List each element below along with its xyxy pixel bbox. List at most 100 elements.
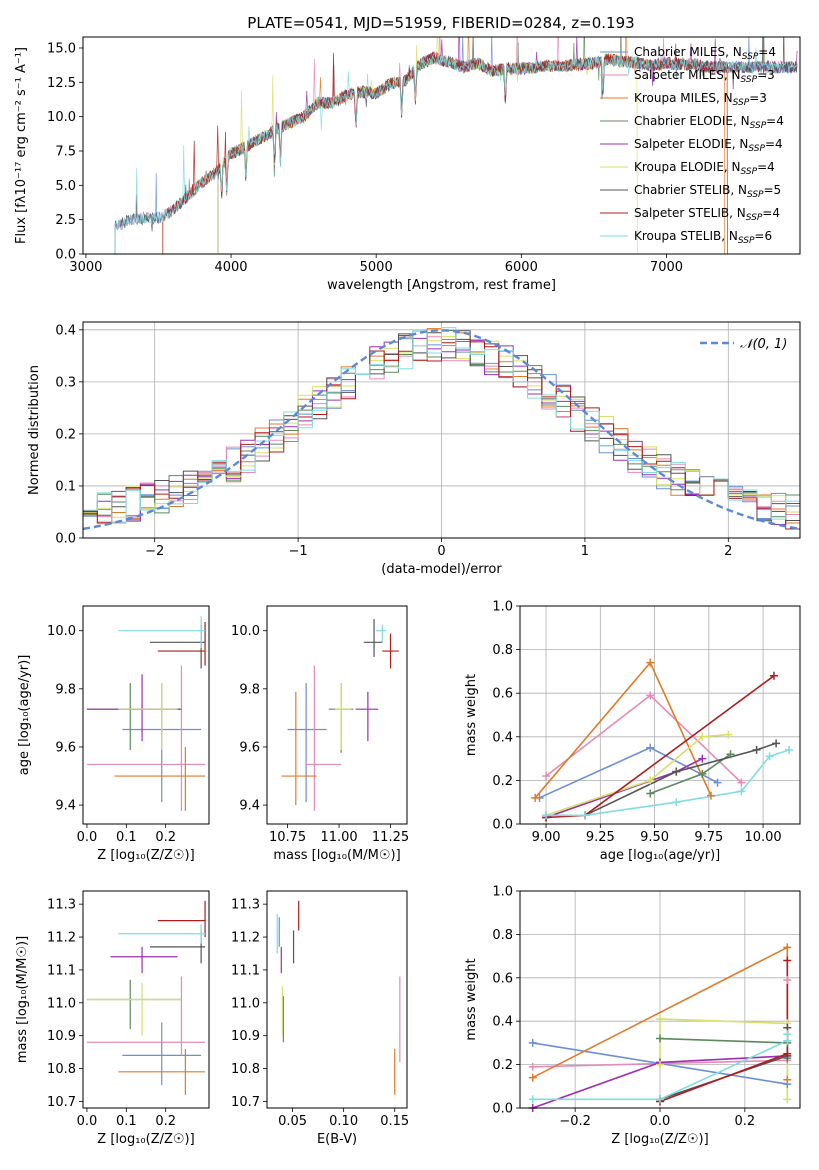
legend-label: Chabrier STELIB, NSSP=5 <box>634 183 781 200</box>
y-tick-label: 9.8 <box>239 682 260 697</box>
axes-frame <box>82 605 210 825</box>
y-axis-label: Flux [fλ10⁻¹⁷ erg cm⁻² s⁻¹ A⁻¹] <box>14 47 29 244</box>
weight-marker <box>581 811 590 820</box>
y-tick-label: 0.0 <box>55 532 76 547</box>
y-tick-label: 7.5 <box>55 144 76 159</box>
axes-frame <box>82 36 801 255</box>
x-tick-label: 9.00 <box>532 830 561 845</box>
x-tick-label: 0.1 <box>116 830 137 845</box>
weight-line <box>545 733 729 817</box>
y-tick-label: 0.2 <box>492 1058 513 1073</box>
weight-marker <box>783 1075 792 1084</box>
y-tick-label: 15.0 <box>47 41 76 56</box>
y-tick-label: 11.0 <box>47 996 76 1011</box>
x-tick-label: 6000 <box>505 260 538 275</box>
legend-label: Kroupa MILES, NSSP=3 <box>634 91 767 108</box>
x-tick-label: 9.25 <box>586 830 615 845</box>
weight-marker <box>769 671 778 680</box>
chart-residuals: −2 −1 0 1 2 0.0 0.1 0.2 0.3 0.4 (data-model)/error… <box>27 321 801 577</box>
x-tick-label: 10.75 <box>269 830 306 845</box>
weight-line <box>659 1037 789 1059</box>
axes-frame <box>519 890 801 1109</box>
x-tick-label: 7000 <box>650 260 683 275</box>
x-tick-label: 0.0 <box>650 1114 671 1129</box>
y-tick-label: 0.4 <box>55 323 76 338</box>
y-tick-label: 12.5 <box>47 76 76 91</box>
legend-label: Kroupa STELIB, NSSP=6 <box>634 229 772 246</box>
x-tick-label: 0.05 <box>278 1114 307 1129</box>
x-tick-label: 9.50 <box>640 830 669 845</box>
weight-line <box>539 746 718 799</box>
weight-line <box>546 749 790 817</box>
chart-mass-vs-EBV: 0.05 0.10 0.15 10.7 10.8 10.9 11.0 11.1 11.2 11.3… <box>231 890 409 1147</box>
x-tick-label: 5000 <box>360 260 393 275</box>
y-tick-label: 0.8 <box>492 643 513 658</box>
x-tick-label: 0.0 <box>77 1114 98 1129</box>
y-axis-label: mass weight <box>464 674 479 756</box>
x-axis-label: Z [log₁₀(Z/Z☉)] <box>611 1132 708 1147</box>
x-tick-label: 4000 <box>214 260 247 275</box>
axes-frame <box>82 321 801 539</box>
weight-marker <box>785 745 794 754</box>
y-tick-label: 10.7 <box>47 1095 76 1110</box>
y-tick-label: 2.5 <box>55 213 76 228</box>
x-tick-label: 0.1 <box>116 1114 137 1129</box>
chart-weights-vs-age: 9.00 9.25 9.50 9.75 10.00 0.0 0.2 0.4 0.6 0.8 1.0 a… <box>464 600 801 863</box>
y-tick-label: 11.0 <box>231 996 260 1011</box>
x-tick-label: 0 <box>437 544 445 559</box>
chart-weights-vs-Z: −0.2 0.0 0.2 0.0 0.2 0.4 0.6 0.8 1.0 Z [log₁₀(Z/Z… <box>464 885 801 1147</box>
plot-area <box>114 37 798 254</box>
weight-marker <box>531 793 540 802</box>
y-tick-label: 10.7 <box>231 1095 260 1110</box>
weight-marker <box>656 1060 664 1069</box>
y-axis-label: mass weight <box>464 958 479 1040</box>
axes-frame <box>266 890 408 1109</box>
x-tick-label: 11.25 <box>372 830 409 845</box>
y-tick-label: 11.3 <box>47 898 76 913</box>
weight-marker <box>783 1030 792 1039</box>
y-tick-label: 0.0 <box>492 1102 513 1117</box>
y-tick-label: 0.4 <box>492 1015 513 1030</box>
y-tick-label: 0.0 <box>492 818 513 833</box>
spectrum-series <box>114 47 798 254</box>
weight-marker <box>656 1034 664 1043</box>
weight-marker <box>656 1015 664 1024</box>
y-tick-label: 1.0 <box>492 600 513 615</box>
x-axis-label: Z [log₁₀(Z/Z☉)] <box>97 1132 194 1147</box>
weight-marker <box>752 745 761 754</box>
x-axis-label: (data-model)/error <box>381 562 502 577</box>
weight-line <box>545 675 775 819</box>
weight-line <box>545 757 703 819</box>
spectrum-series <box>162 51 728 254</box>
y-tick-label: 11.2 <box>47 931 76 946</box>
weight-marker <box>698 732 707 741</box>
y-tick-label: 0.8 <box>492 928 513 943</box>
y-axis-label: Normed distribution <box>27 365 42 495</box>
y-tick-label: 0.4 <box>492 730 513 745</box>
x-axis-label: Z [log₁₀(Z/Z☉)] <box>97 848 194 863</box>
x-tick-label: 0.0 <box>77 830 98 845</box>
weight-marker <box>724 730 733 739</box>
y-tick-label: 10.9 <box>47 1029 76 1044</box>
weight-marker <box>726 750 735 759</box>
x-tick-label: 1 <box>581 544 589 559</box>
chart-age-vs-mass: 10.75 11.00 11.25 9.4 9.6 9.8 10.0 mass [log₁₀(… <box>231 605 409 863</box>
plot-area <box>281 619 399 811</box>
x-axis-label: wavelength [Angstrom, rest frame] <box>327 278 556 293</box>
x-axis-label: mass [log₁₀(M/M☉)] <box>273 848 400 863</box>
plot-area <box>276 900 401 1095</box>
x-tick-label: 0.15 <box>380 1114 409 1129</box>
y-tick-label: 11.3 <box>231 898 260 913</box>
legend-label: Kroupa ELODIE, NSSP=4 <box>634 160 775 177</box>
y-tick-label: 0.6 <box>492 971 513 986</box>
weight-marker <box>737 778 746 787</box>
legend-label: Salpeter ELODIE, NSSP=4 <box>634 137 783 154</box>
x-tick-label: −2 <box>145 544 164 559</box>
weight-marker <box>698 769 707 778</box>
y-tick-label: 11.1 <box>231 963 260 978</box>
x-tick-label: 0.2 <box>155 1114 176 1129</box>
x-tick-label: 9.75 <box>694 830 723 845</box>
y-tick-label: 9.6 <box>55 740 76 755</box>
chart-age-vs-Z: 0.0 0.1 0.2 9.4 9.6 9.8 10.0 Z [log₁₀(Z/Z☉)] age… <box>17 605 210 863</box>
weight-marker <box>783 1095 792 1104</box>
